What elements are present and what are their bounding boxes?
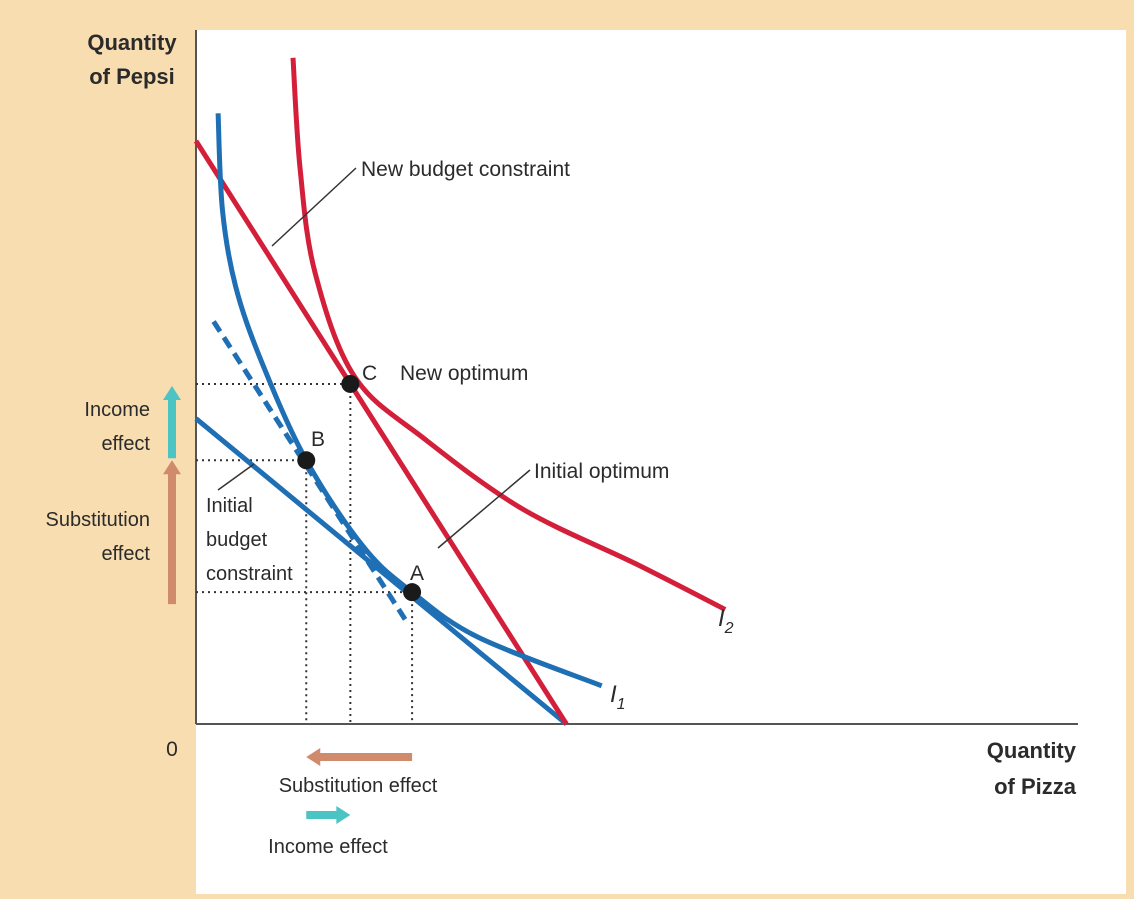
effect-arrows <box>163 385 413 824</box>
new-budget-label: New budget constraint <box>361 158 570 181</box>
y-axis-title-line1: Quantity <box>87 30 177 55</box>
curve-new_budget <box>193 139 569 726</box>
curve-label-I2-main: I <box>718 605 725 632</box>
leader-new-budget <box>271 167 357 247</box>
income-effect-x-label: Income effect <box>268 836 388 858</box>
point-label-A: A <box>410 562 424 585</box>
curve-label-I2-sub: 2 <box>724 620 734 637</box>
arrow-income-vertical-head <box>163 385 181 400</box>
y-axis-title-line2: of Pepsi <box>89 64 175 89</box>
new-optimum-label: New optimum <box>400 362 528 385</box>
curve-label-I2: I2 <box>718 605 734 637</box>
substitution-effect-y-label-1: Substitution <box>45 509 150 531</box>
initial-budget-label-2: budget <box>206 529 268 551</box>
substitution-effect-x-label: Substitution effect <box>279 775 438 797</box>
initial-budget-label-3: constraint <box>206 563 293 585</box>
x-axis-title-line1: Quantity <box>987 738 1077 763</box>
origin-label: 0 <box>166 738 178 761</box>
x-axis-title-line2: of Pizza <box>994 774 1077 799</box>
arrow-substitution-horizontal-head <box>306 748 321 766</box>
leader-initial-budget <box>217 463 255 491</box>
point-B <box>297 451 316 470</box>
curve-initial_budget <box>194 416 568 726</box>
initial-optimum-label: Initial optimum <box>534 460 669 483</box>
income-effect-y-label-1: Income <box>84 399 150 421</box>
point-label-B: B <box>311 428 325 451</box>
curve-label-I1-sub: 1 <box>617 696 626 713</box>
substitution-effect-y-label-2: effect <box>101 543 150 565</box>
guide-lines <box>196 382 414 724</box>
point-C <box>341 374 360 393</box>
curve-label-I1-main: I <box>610 681 617 708</box>
initial-budget-label-1: Initial <box>206 495 253 517</box>
point-label-C: C <box>362 362 377 385</box>
point-A <box>403 583 422 602</box>
curve-I2 <box>290 57 727 612</box>
optimum-points <box>297 374 422 602</box>
leader-lines <box>217 167 531 549</box>
leader-initial-optimum <box>437 469 531 549</box>
curves <box>193 57 727 726</box>
arrow-substitution-vertical-head <box>163 460 181 475</box>
income-effect-y-label-2: effect <box>101 433 150 455</box>
arrow-income-horizontal-head <box>336 806 351 824</box>
curve-label-I1: I1 <box>610 681 626 713</box>
